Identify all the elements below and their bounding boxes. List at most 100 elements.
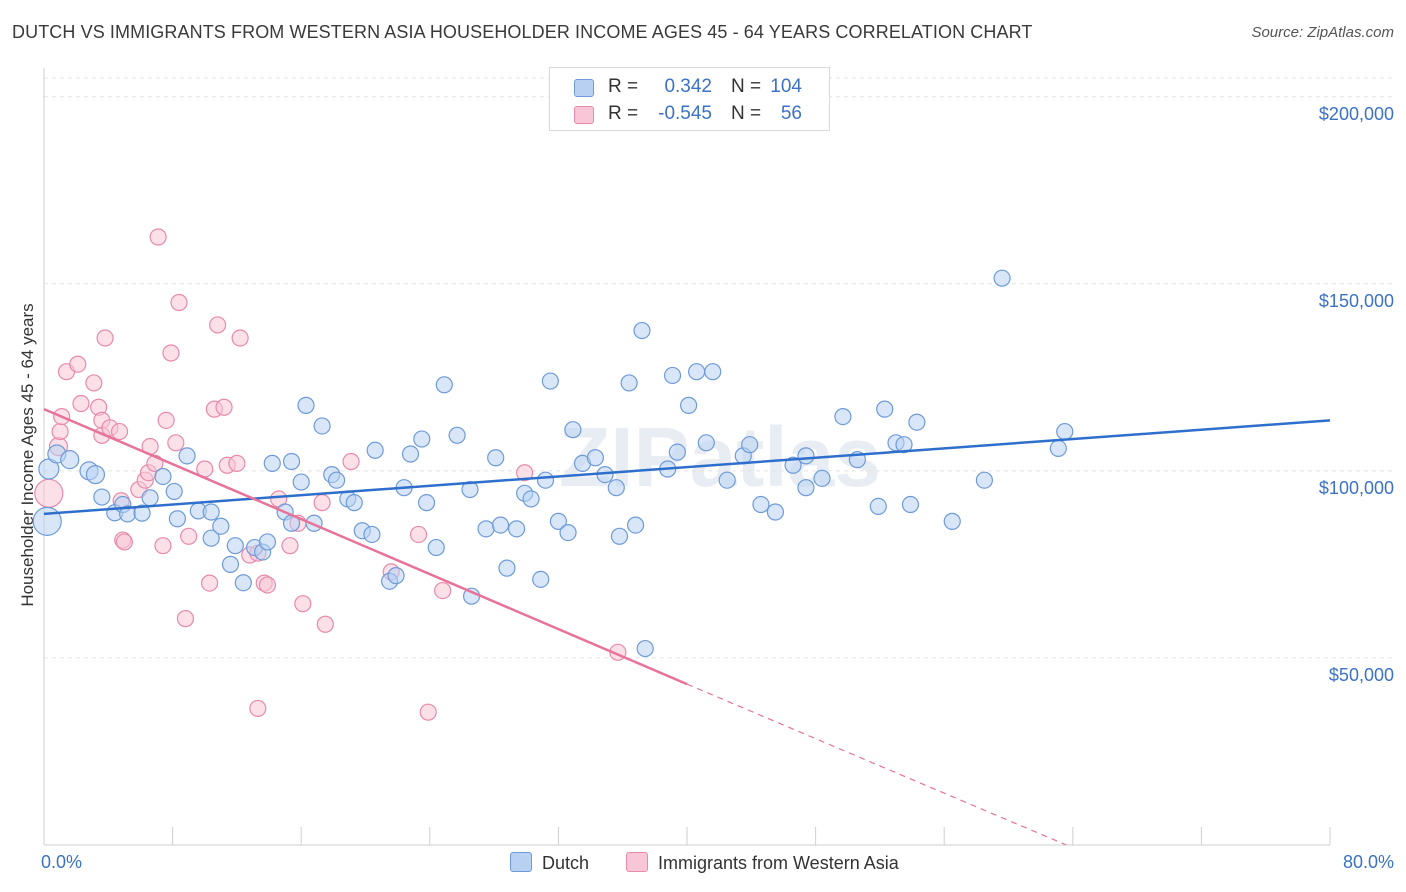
- dutch-point: [766, 503, 785, 521]
- dutch-point: [487, 449, 505, 467]
- dutch-point: [93, 488, 111, 506]
- dutch-point: [427, 538, 445, 557]
- n-value: 56: [780, 103, 802, 124]
- dutch-point: [610, 527, 629, 545]
- dutch-point: [1056, 422, 1074, 441]
- x-tick-min: 0.0%: [41, 852, 83, 872]
- dutch-point: [417, 494, 436, 512]
- immigrants-point: [249, 699, 267, 718]
- immigrants-point: [294, 595, 312, 613]
- immigrants-point: [69, 355, 87, 373]
- dutch-points: [32, 269, 1074, 658]
- dutch-point: [876, 400, 894, 418]
- dutch-point: [234, 574, 252, 592]
- immigrants-point: [316, 615, 334, 633]
- dutch-point: [607, 479, 625, 497]
- dutch-point: [688, 363, 706, 381]
- dutch-point: [704, 363, 722, 381]
- dutch-point: [564, 421, 582, 439]
- immigrants-point: [180, 527, 198, 545]
- dutch-point: [559, 523, 577, 542]
- immigrants-point: [154, 537, 172, 555]
- dutch-point: [908, 413, 926, 431]
- chart-title: DUTCH VS IMMIGRANTS FROM WESTERN ASIA HO…: [12, 22, 1033, 42]
- dutch-point: [668, 443, 686, 461]
- dutch-point: [221, 555, 240, 573]
- dutch-point: [141, 489, 159, 507]
- dutch-point: [813, 469, 831, 487]
- dutch-point: [282, 452, 301, 471]
- dutch-point: [212, 517, 230, 535]
- dutch-point: [549, 512, 568, 530]
- immigrants-point: [51, 422, 69, 441]
- dutch-point: [258, 533, 277, 551]
- immigrants-point: [110, 422, 129, 441]
- n-value: 104: [770, 76, 802, 97]
- dutch-point: [178, 447, 196, 465]
- immigrants-point: [215, 398, 233, 416]
- dutch-point: [363, 525, 381, 544]
- dutch-point: [498, 559, 516, 577]
- dutch-point: [797, 479, 815, 497]
- n-label: N =: [731, 76, 762, 97]
- dutch-point: [508, 520, 526, 538]
- immigrants-point: [419, 703, 437, 721]
- dutch-point: [633, 321, 651, 340]
- stats-box: R = 0.342 N = 104 R = -0.545 N = 56: [549, 67, 830, 131]
- dutch-point: [1049, 439, 1067, 458]
- dutch-point: [327, 471, 346, 489]
- dutch-point: [435, 376, 453, 394]
- n-label: N =: [731, 103, 762, 124]
- dutch-point: [626, 516, 645, 534]
- dutch-point: [413, 430, 431, 448]
- dutch-point: [401, 445, 420, 463]
- dutch-point: [202, 503, 220, 521]
- immigrants-point: [409, 525, 428, 544]
- immigrants-point: [258, 576, 277, 594]
- immigrants-trend-line: [43, 407, 688, 686]
- legend-item-dutch[interactable]: Dutch: [510, 852, 589, 874]
- immigrants-point: [342, 452, 360, 471]
- dutch-point: [387, 567, 405, 585]
- axes: [43, 68, 1331, 846]
- dutch-point: [461, 480, 479, 499]
- dutch-legend-swatch: [510, 852, 532, 872]
- stats-row-immigrants: R = -0.545 N = 56: [550, 100, 829, 128]
- dutch-point: [168, 510, 187, 528]
- legend-label-immigrants: Immigrants from Western Asia: [658, 853, 899, 873]
- dutch-point: [636, 639, 654, 658]
- dutch-point: [532, 570, 550, 588]
- immigrants-trend-extension: [686, 683, 1067, 846]
- immigrants-points: [34, 228, 627, 721]
- dutch-point: [741, 436, 759, 454]
- immigrants-point: [34, 478, 64, 508]
- dutch-point: [292, 473, 310, 491]
- dutch-point: [718, 471, 736, 489]
- r-label: R =: [608, 103, 639, 124]
- immigrants-point: [115, 533, 133, 551]
- immigrants-point: [228, 454, 246, 472]
- immigrants-point: [434, 581, 452, 600]
- y-tick-label: $100,000: [1318, 477, 1394, 498]
- r-value: -0.545: [658, 103, 712, 124]
- x-tick-max: 80.0%: [1342, 852, 1394, 872]
- dutch-point: [154, 467, 172, 486]
- immigrants-point: [313, 494, 331, 512]
- dutch-point: [541, 372, 559, 390]
- trend-lines: [43, 407, 1331, 846]
- dutch-point: [784, 456, 802, 474]
- y-tick-label: $50,000: [1328, 664, 1394, 685]
- immigrants-point: [516, 464, 534, 482]
- immigrants-point: [281, 537, 299, 555]
- dutch-point: [133, 504, 151, 522]
- immigrants-point: [176, 610, 195, 628]
- dutch-point: [895, 436, 913, 454]
- immigrants-point: [231, 329, 249, 347]
- dutch-point: [165, 482, 183, 501]
- legend-item-immigrants[interactable]: Immigrants from Western Asia: [626, 852, 899, 874]
- legend-label-dutch: Dutch: [542, 853, 590, 873]
- immigrants-point: [96, 329, 114, 347]
- dutch-point: [834, 408, 852, 426]
- dutch-point: [797, 447, 815, 465]
- dutch-point: [620, 374, 638, 392]
